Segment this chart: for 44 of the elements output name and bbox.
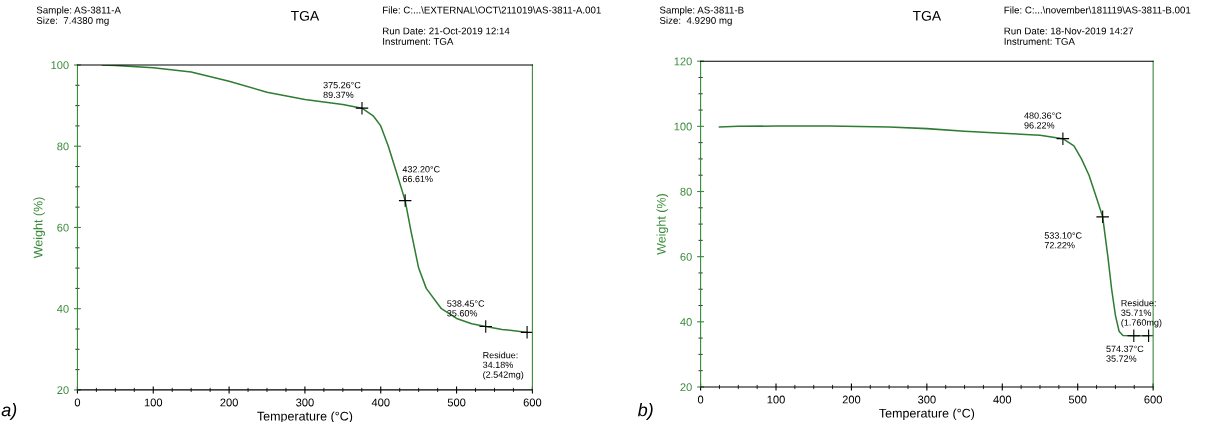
text: Sample: AS-3811-A Size: 7.4380 mg xyxy=(36,6,121,26)
x-tick-label: 300 xyxy=(296,398,314,407)
x-tick-label: 0 xyxy=(74,398,81,407)
annotation: 533.10°C 72.22% xyxy=(1044,232,1082,249)
y-axis-title: Weight (%) xyxy=(33,197,46,259)
x-tick-label: 200 xyxy=(842,395,861,404)
text: Sample: AS-3811-B Size: 4.9290 mg xyxy=(659,6,744,26)
text: File: C:...\EXTERNAL\OCT\211019\AS-3811-A.001 Run Date: 21-Oct-2019 12:14 Instrument: TGA xyxy=(383,6,601,45)
y-tick-label: 20 xyxy=(680,383,692,392)
annotation: 375.26°C 89.37% xyxy=(323,81,361,99)
annotation: Residue: 34.18% (2.542mg) xyxy=(482,351,524,380)
y-tick-label: 60 xyxy=(57,223,69,232)
y-tick-label: 80 xyxy=(57,142,69,151)
x-tick-label: 400 xyxy=(371,398,390,407)
x-tick-label: 500 xyxy=(447,398,466,407)
y-tick-label: 80 xyxy=(680,187,692,196)
y-tick-label: 40 xyxy=(680,318,692,326)
x-tick-label: 0 xyxy=(697,395,704,404)
y-tick-label: 40 xyxy=(57,304,69,313)
x-tick-label: 200 xyxy=(220,398,238,407)
y-tick-label: 60 xyxy=(680,252,692,261)
annotation: Residue: 35.71% (1.760mg) xyxy=(1121,299,1162,328)
x-tick-label: 500 xyxy=(1068,395,1087,404)
x-tick-label: 600 xyxy=(523,398,542,407)
x-tick-label: 400 xyxy=(993,395,1012,404)
text: File: C:...\november\181119\AS-3811-B.001 Run Date: 18-Nov-2019 14:27 Instrument: TGA xyxy=(1004,6,1191,45)
y-tick-label: 20 xyxy=(57,386,69,395)
text: a) xyxy=(1,403,17,420)
chart-title: TGA xyxy=(912,10,942,21)
y-axis-title: Weight (%) xyxy=(656,194,669,255)
annotation: 432.20°C 66.61% xyxy=(402,166,440,183)
text: b) xyxy=(637,403,653,420)
x-tick-label: 100 xyxy=(767,395,785,404)
annotation: 480.36°C 96.22% xyxy=(1024,112,1062,129)
y-tick-label: 120 xyxy=(674,57,692,66)
x-axis-title: Temperature (°C) xyxy=(879,408,975,421)
y-tick-label: 100 xyxy=(51,61,69,70)
y-tick-label: 100 xyxy=(674,122,692,131)
annotation: 574.37°C 35.72% xyxy=(1106,345,1144,362)
x-tick-label: 600 xyxy=(1144,395,1162,404)
x-tick-label: 100 xyxy=(144,398,163,407)
x-tick-label: 300 xyxy=(918,395,936,404)
chart-title: TGA xyxy=(290,10,320,21)
annotation: 538.45°C 35.60% xyxy=(447,300,485,317)
